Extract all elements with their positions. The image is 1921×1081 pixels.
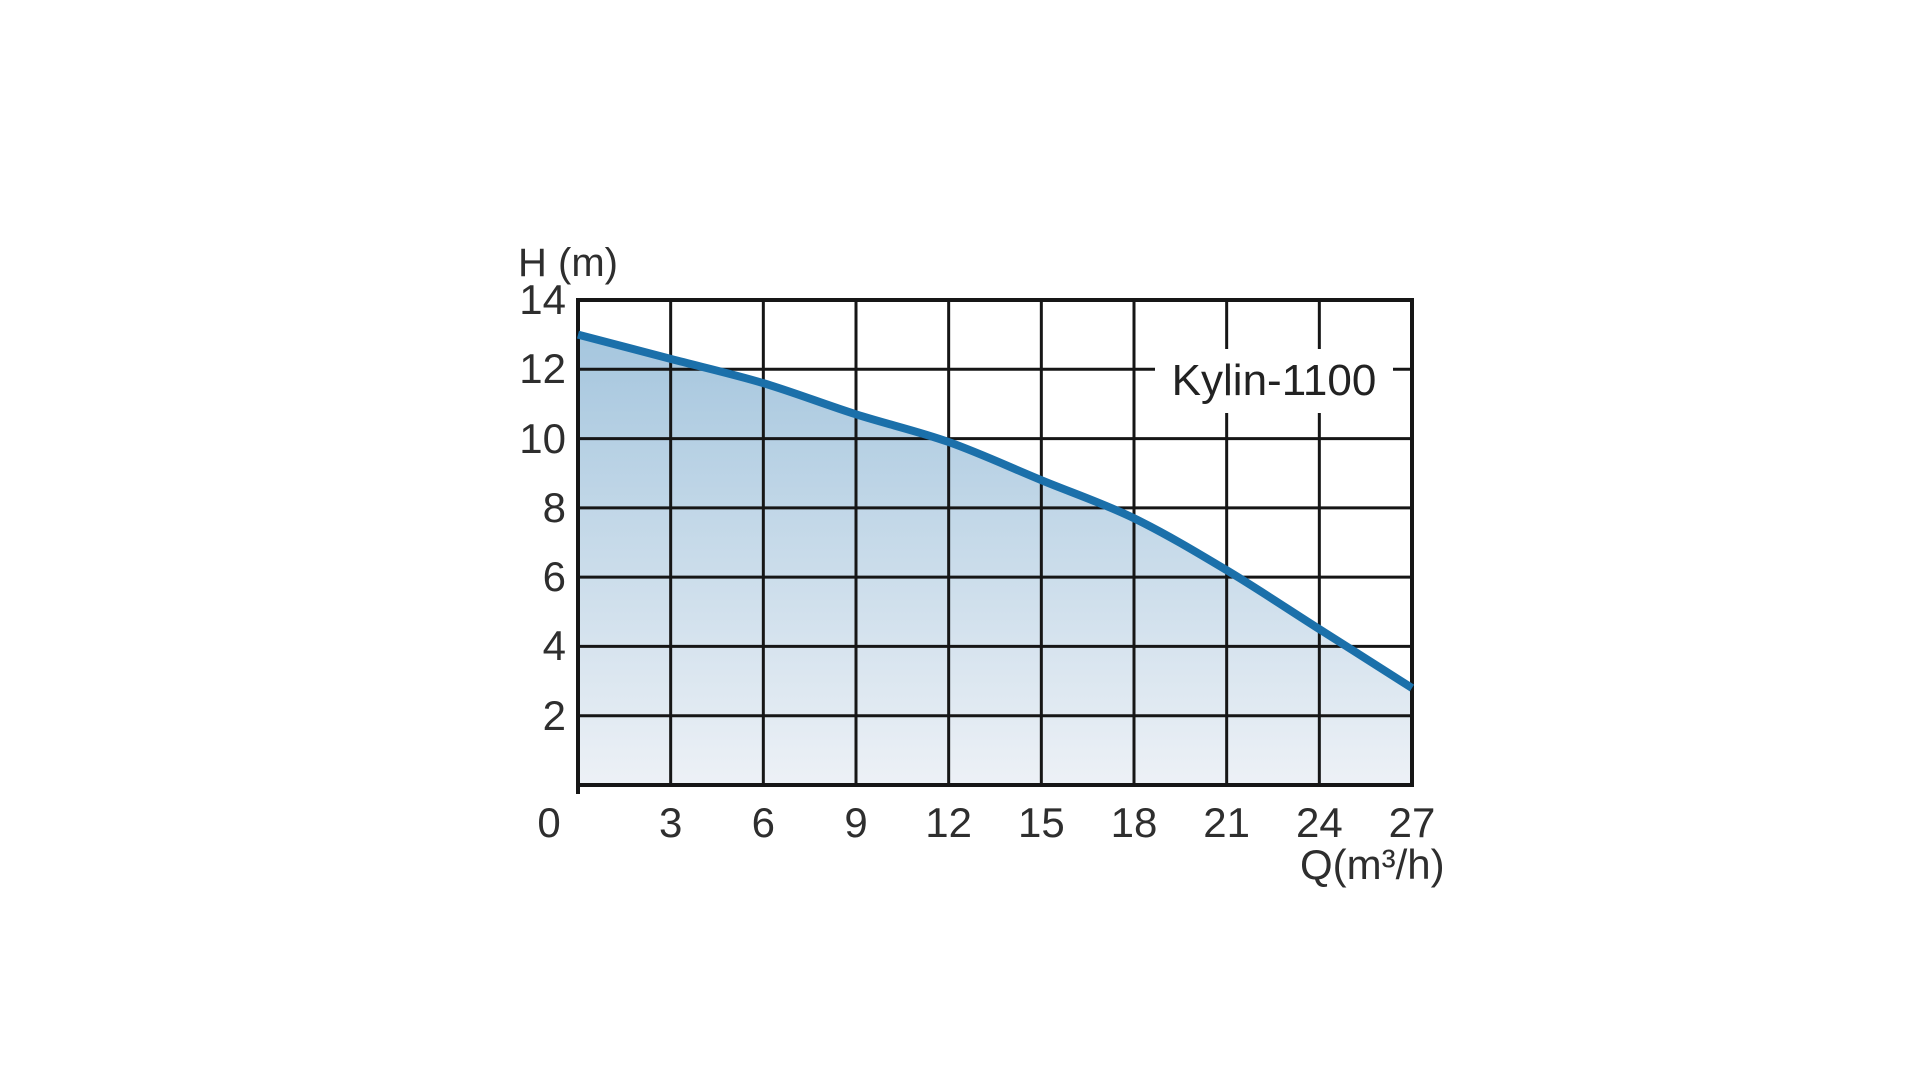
x-axis-title: Q(m³/h) bbox=[1300, 841, 1445, 888]
x-tick-label: 27 bbox=[1388, 799, 1436, 846]
series-label: Kylin-1100 bbox=[1171, 356, 1377, 405]
x-tick-label: 24 bbox=[1295, 799, 1343, 846]
x-tick-label: 0 bbox=[537, 799, 561, 846]
y-tick-label: 2 bbox=[542, 691, 566, 739]
area-under-curve bbox=[578, 334, 1412, 785]
x-tick-label: 6 bbox=[751, 799, 776, 846]
y-tick-label: 4 bbox=[542, 622, 566, 670]
x-tick-label: 9 bbox=[844, 799, 868, 846]
y-tick-label: 6 bbox=[542, 553, 566, 601]
y-tick-label: 10 bbox=[519, 414, 566, 462]
x-tick-label: 3 bbox=[658, 799, 683, 846]
series-label-box: Kylin-1100 bbox=[1155, 349, 1393, 413]
grid-lines bbox=[578, 300, 1412, 785]
pump-curve-line bbox=[576, 330, 1415, 692]
y-tick-label: 14 bbox=[519, 276, 566, 323]
x-tick-label: 15 bbox=[1017, 799, 1065, 846]
y-tick-label: 8 bbox=[542, 483, 566, 531]
x-tick-label: 18 bbox=[1110, 799, 1158, 846]
x-tick-label: 21 bbox=[1203, 799, 1251, 846]
x-tick-label: 12 bbox=[925, 799, 973, 846]
y-tick-label: 12 bbox=[519, 345, 566, 393]
plot-border bbox=[576, 298, 1414, 787]
y-axis-title: H (m) bbox=[518, 241, 618, 285]
